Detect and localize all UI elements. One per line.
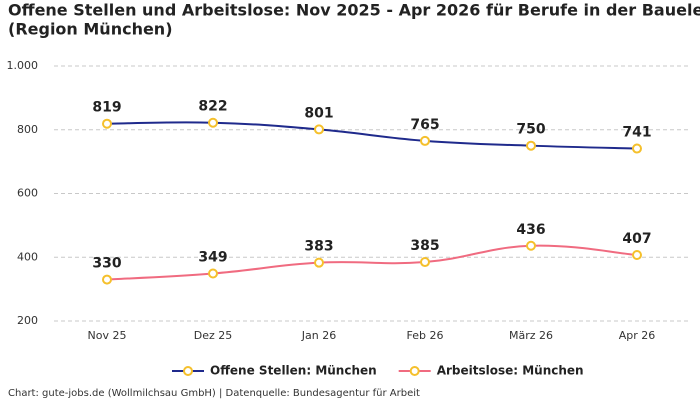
marker [208,117,218,128]
marker [632,143,642,154]
value-label: 385 [410,238,439,254]
marker [420,257,430,268]
source: Chart: gute-jobs.de (Wollmilchsau GmbH) … [8,388,420,399]
legend-label: Offene Stellen: München [210,364,377,378]
legend-label: Arbeitslose: München [437,364,584,378]
value-label: 822 [198,99,227,115]
y-tick-label: 800 [17,123,38,136]
value-label: 750 [516,122,545,138]
chart-title: Offene Stellen und Arbeitslose: Nov 2025… [8,1,700,20]
value-label: 407 [622,231,651,247]
y-tick-label: 600 [17,187,38,200]
marker [208,268,218,279]
x-tick-label: Nov 25 [88,329,127,342]
y-tick-label: 1.000 [7,59,39,72]
line [106,121,638,150]
x-tick-label: Apr 26 [619,329,656,342]
value-label: 330 [92,256,121,272]
value-label: 436 [516,222,545,238]
value-label: 741 [622,125,651,141]
y-tick-label: 400 [17,250,38,263]
x-tick-label: Dez 25 [194,329,233,342]
marker [526,240,536,251]
line [106,244,638,281]
legend-marker [409,366,420,376]
marker [314,257,324,268]
marker [314,124,324,135]
marker [102,274,112,285]
marker [526,140,536,151]
x-tick-label: Feb 26 [407,329,444,342]
value-label: 801 [304,105,333,121]
marker [420,135,430,146]
marker [632,250,642,261]
value-label: 383 [304,239,333,255]
chart-subtitle: (Region München) [8,20,173,39]
value-label: 765 [410,117,439,133]
marker [102,118,112,129]
value-label: 819 [92,100,121,116]
x-tick-label: Jan 26 [301,329,336,342]
y-tick-label: 200 [17,314,38,327]
legend-marker [183,366,193,376]
value-label: 349 [198,250,227,266]
x-tick-label: März 26 [509,329,553,342]
